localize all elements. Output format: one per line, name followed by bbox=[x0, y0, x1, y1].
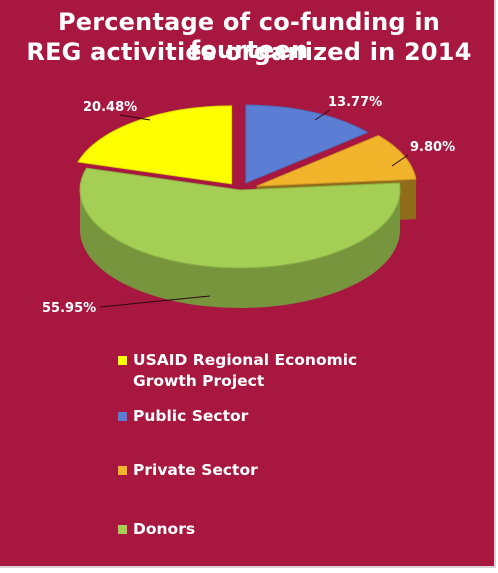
pie-labels: 20.48% 13.77% 9.80% 55.95% bbox=[42, 95, 455, 316]
leader-line-public-sector bbox=[314, 109, 331, 121]
pie-side-donors bbox=[80, 190, 400, 308]
leader-line-donors bbox=[99, 295, 211, 308]
legend-label-private-sector: Private Sector bbox=[133, 461, 258, 479]
legend-swatch-public-sector bbox=[118, 412, 127, 421]
leader-line-private-sector bbox=[391, 154, 409, 167]
legend-swatch-donors bbox=[118, 525, 127, 534]
pie-slice-private-sector bbox=[256, 135, 417, 187]
legend-swatch-private-sector bbox=[118, 466, 127, 475]
legend-label-usaid-line2: Growth Project bbox=[133, 372, 265, 390]
data-label-private-sector: 9.80% bbox=[410, 140, 455, 155]
legend-label-usaid-line1: USAID Regional Economic bbox=[133, 351, 358, 369]
leader-line-usaid bbox=[119, 114, 151, 121]
legend-item-private-sector: Private Sector bbox=[118, 460, 258, 481]
pie-slice-public-sector bbox=[245, 104, 369, 184]
chart-title-line-2: REG activities organized in 2014 bbox=[26, 38, 472, 66]
legend-item-usaid: USAID Regional Economic Growth Project bbox=[118, 350, 357, 392]
legend-swatch-usaid bbox=[118, 356, 127, 365]
pie-chart: 20.48% 13.77% 9.80% 55.95% bbox=[42, 95, 455, 316]
chart-title-line-1: Percentage of co-funding in fourteen bbox=[57, 8, 441, 64]
data-label-usaid: 20.48% bbox=[83, 100, 137, 115]
pie-tops bbox=[77, 104, 417, 269]
pie-slice-usaid bbox=[77, 105, 233, 185]
data-label-donors: 55.95% bbox=[42, 301, 96, 316]
legend-item-donors: Donors bbox=[118, 519, 195, 540]
data-label-public-sector: 13.77% bbox=[328, 95, 382, 110]
legend-label-public-sector: Public Sector bbox=[133, 407, 249, 425]
legend-label-donors: Donors bbox=[133, 520, 196, 538]
pie-slice-donors bbox=[79, 167, 401, 269]
legend-item-public-sector: Public Sector bbox=[118, 406, 248, 427]
